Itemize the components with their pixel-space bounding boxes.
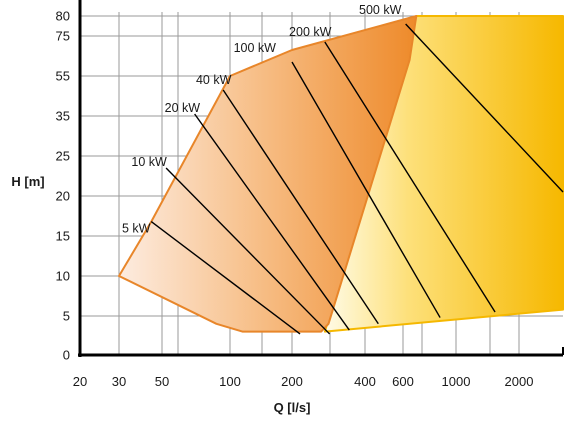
x-tick-label: 2000 [505, 374, 534, 389]
power-line [165, 167, 331, 335]
y-tick-label: 10 [56, 269, 70, 284]
power-line [324, 41, 496, 313]
x-tick-label: 100 [219, 374, 241, 389]
power-label: 500 kW [359, 3, 402, 17]
power-label: 100 kW [234, 41, 277, 55]
power-lines [150, 23, 564, 335]
x-tick-label: 1000 [442, 374, 471, 389]
x-tick-label: 400 [354, 374, 376, 389]
power-label: 200 kW [289, 25, 332, 39]
power-label: 40 kW [196, 73, 232, 87]
y-tick-label: 15 [56, 229, 70, 244]
power-line [194, 113, 350, 331]
x-tick-labels: 20 30 50 100 200 400 600 1000 2000 [73, 374, 534, 389]
power-line [150, 221, 301, 335]
power-line [222, 89, 379, 325]
power-line [291, 61, 441, 318]
y-tick-label: 20 [56, 189, 70, 204]
power-labels: 5 kW 10 kW 20 kW 40 kW 100 kW 200 kW 500 kW [122, 3, 402, 235]
y-axis-title: H [m] [11, 174, 44, 189]
y-tick-label: 55 [56, 69, 70, 84]
y-tick-label: 80 [56, 9, 70, 24]
y-tick-label: 35 [56, 109, 70, 124]
y-tick-label: 75 [56, 29, 70, 44]
x-tick-label: 600 [392, 374, 414, 389]
x-axis-title: Q [l/s] [274, 400, 311, 415]
power-label: 5 kW [122, 221, 151, 235]
y-tick-label: 25 [56, 149, 70, 164]
x-tick-label: 200 [281, 374, 303, 389]
x-tick-label: 30 [112, 374, 126, 389]
power-label: 20 kW [165, 101, 201, 115]
axes [78, 0, 564, 357]
x-tick-label: 50 [155, 374, 169, 389]
y-tick-label: 5 [63, 309, 70, 324]
y-tick-label: 0 [63, 348, 70, 363]
power-label: 10 kW [131, 155, 167, 169]
x-tick-label: 20 [73, 374, 87, 389]
power-line [405, 23, 564, 193]
region-layer [118, 15, 564, 333]
y-tick-labels: 0 5 10 15 20 25 35 55 75 80 [56, 9, 70, 363]
